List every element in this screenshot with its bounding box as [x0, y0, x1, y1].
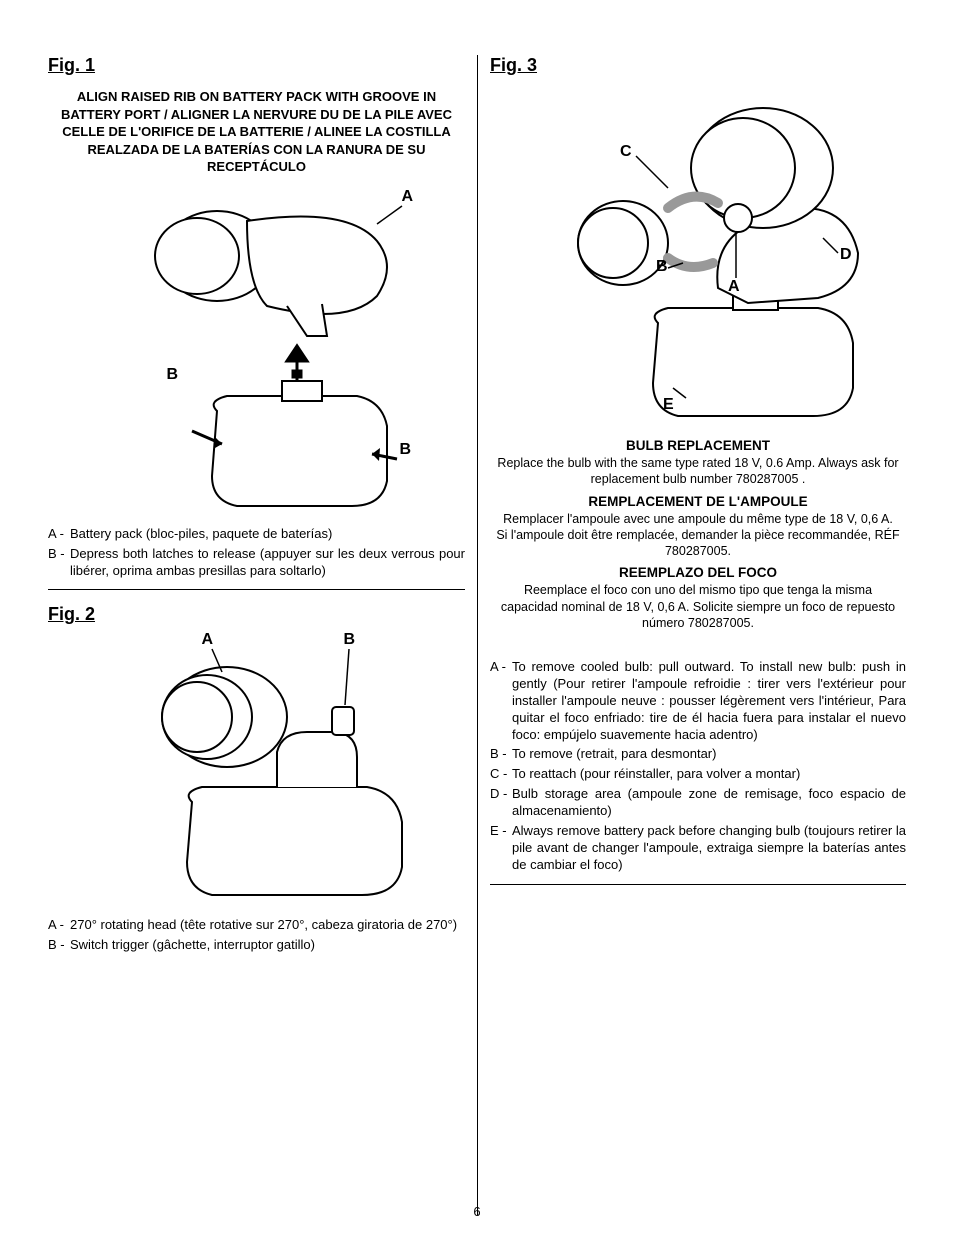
fig3-heading: Fig. 3 — [490, 55, 906, 76]
legend-val: Always remove battery pack before changi… — [512, 823, 906, 874]
legend-key: A - — [48, 526, 70, 543]
legend-key: B - — [490, 746, 512, 763]
legend-val: Bulb storage area (ampoule zone de remis… — [512, 786, 906, 820]
fig1-caption: ALIGN RAISED RIB ON BATTERY PACK WITH GR… — [60, 88, 453, 176]
separator — [48, 589, 465, 590]
fig3-callout-d: D — [840, 246, 852, 264]
legend-val: To remove cooled bulb: pull outward. To … — [512, 659, 906, 743]
separator — [490, 884, 906, 885]
fig1-callout-b2: B — [400, 441, 412, 459]
legend-val: Battery pack (bloc-piles, paquete de bat… — [70, 526, 465, 543]
legend-key: A - — [490, 659, 512, 743]
legend-item: A - 270° rotating head (tête rotative su… — [48, 917, 465, 934]
legend-key: D - — [490, 786, 512, 820]
fig2-illustration: A B — [97, 637, 417, 907]
fig2-legend: A - 270° rotating head (tête rotative su… — [48, 917, 465, 954]
bulb-heading-en: BULB REPLACEMENT — [490, 438, 906, 453]
page: Fig. 1 ALIGN RAISED RIB ON BATTERY PACK … — [48, 55, 906, 1215]
legend-key: A - — [48, 917, 70, 934]
fig1-illustration: A B B — [97, 186, 417, 516]
bulb-heading-fr: REMPLACEMENT DE L'AMPOULE — [490, 494, 906, 509]
legend-item: A - Battery pack (bloc-piles, paquete de… — [48, 526, 465, 543]
fig3-callout-e: E — [663, 396, 674, 414]
bulb-heading-es: REEMPLAZO DEL FOCO — [490, 565, 906, 580]
legend-val: 270° rotating head (tête rotative sur 27… — [70, 917, 465, 934]
bulb-para-en: Replace the bulb with the same type rate… — [496, 455, 900, 488]
legend-val: Switch trigger (gâchette, interruptor ga… — [70, 937, 465, 954]
legend-key: C - — [490, 766, 512, 783]
fig3-callout-a: A — [728, 278, 740, 296]
legend-key: B - — [48, 546, 70, 580]
legend-item: B - To remove (retrait, para desmontar) — [490, 746, 906, 763]
legend-item: C - To reattach (pour réinstaller, para … — [490, 766, 906, 783]
legend-item: A - To remove cooled bulb: pull outward.… — [490, 659, 906, 743]
fig3-legend: A - To remove cooled bulb: pull outward.… — [490, 659, 906, 874]
fig3-illustration: C B A D E — [518, 88, 878, 428]
fig3-callout-c: C — [620, 143, 632, 161]
legend-item: E - Always remove battery pack before ch… — [490, 823, 906, 874]
bulb-para-fr: Remplacer l'ampoule avec une ampoule du … — [496, 511, 900, 560]
legend-val: To remove (retrait, para desmontar) — [512, 746, 906, 763]
fig2-heading: Fig. 2 — [48, 604, 465, 625]
legend-val: To reattach (pour réinstaller, para volv… — [512, 766, 906, 783]
legend-item: B - Switch trigger (gâchette, interrupto… — [48, 937, 465, 954]
fig2-callout-a: A — [202, 631, 214, 649]
fig1-callout-b1: B — [167, 366, 179, 384]
legend-val: Depress both latches to release (appuyer… — [70, 546, 465, 580]
fig2-callout-b: B — [344, 631, 356, 649]
legend-item: B - Depress both latches to release (app… — [48, 546, 465, 580]
bulb-para-es: Reemplace el foco con uno del mismo tipo… — [496, 582, 900, 631]
page-number: 6 — [0, 1204, 954, 1219]
fig1-callout-a: A — [402, 188, 414, 206]
left-column: Fig. 1 ALIGN RAISED RIB ON BATTERY PACK … — [48, 55, 477, 1215]
legend-key: B - — [48, 937, 70, 954]
legend-item: D - Bulb storage area (ampoule zone de r… — [490, 786, 906, 820]
fig1-legend: A - Battery pack (bloc-piles, paquete de… — [48, 526, 465, 580]
fig1-heading: Fig. 1 — [48, 55, 465, 76]
right-column: Fig. 3 — [477, 55, 906, 1215]
legend-key: E - — [490, 823, 512, 874]
fig3-callout-b: B — [656, 258, 668, 276]
